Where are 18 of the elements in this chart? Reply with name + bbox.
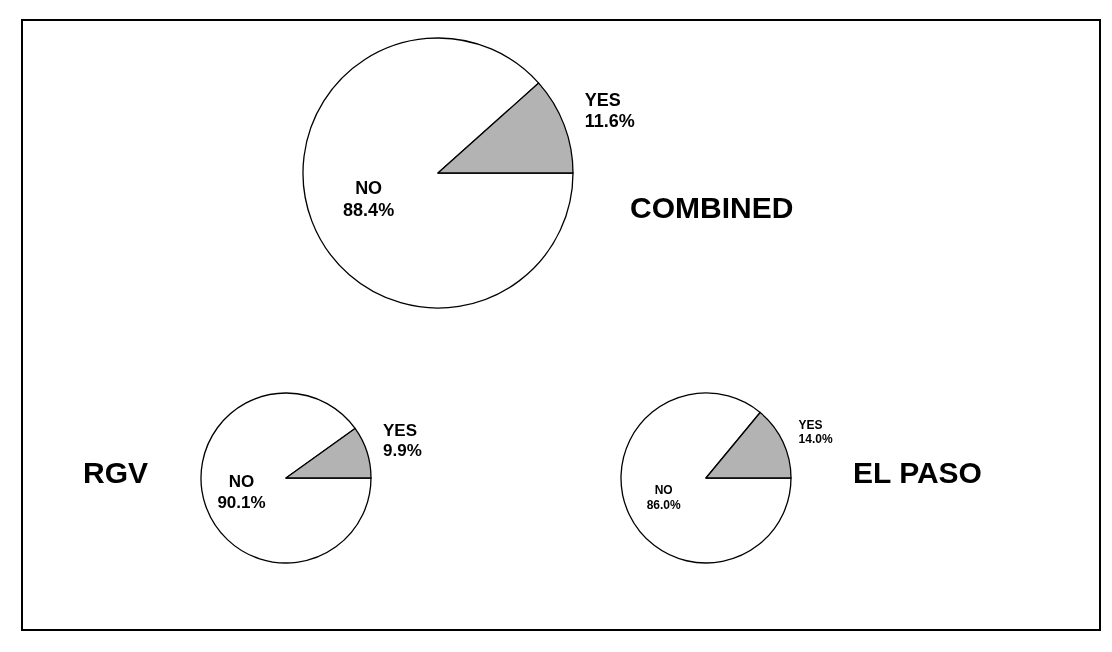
data-label: 11.6%: [584, 111, 635, 132]
pie-slice: [302, 37, 574, 309]
text: COMBINED: [630, 191, 794, 224]
data-label: 86.0%: [646, 497, 682, 512]
data-label: 14.0%: [798, 431, 833, 446]
slice-label: YES: [798, 417, 823, 432]
pie-slice: [620, 392, 792, 564]
text: EL PASO: [853, 456, 982, 489]
slice-label: YES: [584, 89, 621, 110]
data-label: 90.1%: [217, 492, 266, 512]
slice-label: YES: [383, 420, 418, 440]
slice-label: NO: [355, 178, 383, 199]
pie-slice: [200, 392, 372, 564]
data-label: 9.9%: [383, 441, 422, 461]
data-label: 88.4%: [343, 199, 395, 220]
slice-label: NO: [654, 483, 673, 498]
text: RGV: [83, 456, 149, 489]
slice-label: NO: [228, 472, 255, 492]
